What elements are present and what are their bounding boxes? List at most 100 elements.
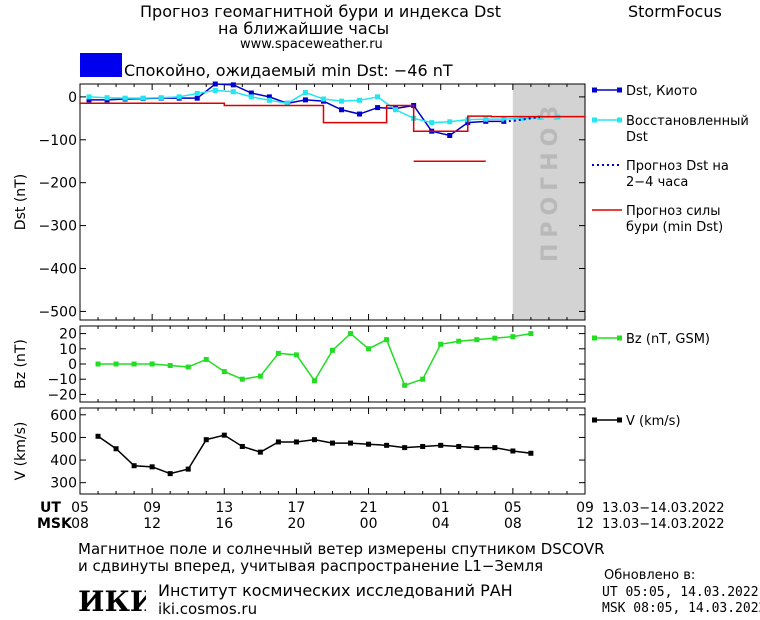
updated-ut: UT 05:05, 14.03.2022 <box>602 585 759 600</box>
legend-label: Dst, Киото <box>626 84 697 99</box>
data-point <box>357 111 363 117</box>
ut-tick-label: 05 <box>71 500 89 516</box>
data-point <box>492 335 498 341</box>
data-point <box>248 90 254 96</box>
legend-entry: Dst, Киото <box>592 84 697 99</box>
legend-marker <box>592 117 597 123</box>
data-point <box>266 94 272 100</box>
legend-label: Прогноз силы <box>626 204 720 219</box>
legend-label: V (km/s) <box>626 414 681 429</box>
data-point <box>456 338 462 344</box>
data-point <box>438 442 444 448</box>
data-point <box>275 439 281 445</box>
updated-msk: MSK 08:05, 14.03.2022 <box>602 601 760 616</box>
data-point <box>221 369 227 375</box>
y-tick-label: 0 <box>68 357 77 373</box>
chart-panel-1: ПРОГНОЗ 0 −100 −200 −300 −400 −500 Dst (nT) Dst,… <box>13 81 749 321</box>
series-line <box>98 332 532 387</box>
y-tick-label: −500 <box>39 304 77 320</box>
data-point <box>420 376 426 382</box>
data-point <box>302 97 308 103</box>
institute-site[interactable]: iki.cosmos.ru <box>158 600 258 618</box>
site-url[interactable]: www.spaceweather.ru <box>240 37 383 52</box>
data-point <box>474 445 480 451</box>
data-point <box>122 95 128 101</box>
data-point <box>357 97 363 103</box>
data-point <box>194 95 200 101</box>
data-point <box>420 443 426 449</box>
data-point <box>113 446 119 452</box>
legend-entry: Bz (nT, GSM) <box>592 332 710 347</box>
legend-label: Восстановленный <box>626 114 749 129</box>
y-tick-label: −400 <box>39 262 77 278</box>
footer-line2: и сдвинуты вперед, учитывая распростране… <box>78 557 544 575</box>
data-point <box>194 90 200 96</box>
data-point <box>293 439 299 445</box>
legend-label: бури (min Dst) <box>626 220 723 235</box>
legend-entry: V (km/s) <box>592 414 681 429</box>
data-point <box>402 445 408 451</box>
legend-marker <box>617 87 622 93</box>
data-point <box>239 376 245 382</box>
ut-range-label: 13.03−14.03.2022 <box>602 501 725 516</box>
data-point <box>257 373 263 379</box>
ut-tick-label: 17 <box>288 500 306 516</box>
legend-label: Прогноз Dst на <box>626 159 729 174</box>
msk-tick-label: 08 <box>504 516 522 532</box>
y-tick-label: 300 <box>50 476 77 492</box>
data-point <box>113 361 119 367</box>
ut-tick-label: 01 <box>432 500 450 516</box>
ut-tick-label: 05 <box>504 500 522 516</box>
data-point <box>528 450 534 456</box>
data-point <box>330 347 335 353</box>
data-point <box>185 466 191 472</box>
svg-text:ИКИ: ИКИ <box>78 585 146 615</box>
data-point <box>275 350 281 356</box>
status-color-swatch <box>80 53 122 77</box>
data-point <box>140 95 146 101</box>
data-point <box>501 116 507 122</box>
data-point <box>212 87 218 93</box>
ut-tick-label: 21 <box>360 500 378 516</box>
data-point <box>384 442 390 448</box>
data-point <box>366 441 372 447</box>
data-point <box>212 81 218 87</box>
data-point <box>221 432 227 438</box>
data-point <box>519 115 525 121</box>
data-point <box>339 107 345 113</box>
legend-marker <box>617 335 622 341</box>
data-point <box>104 95 110 101</box>
series-line <box>503 116 541 123</box>
status-text: Спокойно, ожидаемый min Dst: −46 nT <box>124 61 453 80</box>
msk-range-label: 13.03−14.03.2022 <box>602 517 725 532</box>
data-point <box>95 433 101 439</box>
data-point <box>528 331 534 337</box>
data-point <box>302 90 308 96</box>
data-point <box>339 98 345 104</box>
legend-marker <box>592 335 597 341</box>
forecast-band <box>512 84 585 320</box>
y-tick-label: 400 <box>50 453 77 469</box>
data-point <box>248 94 254 100</box>
data-point <box>185 364 191 370</box>
data-point <box>384 337 390 343</box>
data-point <box>330 440 335 446</box>
y-tick-label: 0 <box>68 90 77 106</box>
y-axis-label: V (km/s) <box>13 422 29 481</box>
data-point <box>375 105 381 111</box>
iki-logo: ИКИ <box>78 585 146 615</box>
series-line <box>89 83 504 137</box>
data-point <box>474 337 480 343</box>
data-point <box>393 107 399 113</box>
data-point <box>230 82 236 88</box>
y-tick-label: −200 <box>39 176 77 192</box>
y-tick-label: 20 <box>59 327 77 343</box>
y-tick-label: −100 <box>39 133 77 149</box>
msk-tick-label: 20 <box>288 516 306 532</box>
data-point <box>483 116 489 122</box>
chart-title-line1: Прогноз геомагнитной бури и индекса Dst <box>140 2 501 21</box>
data-point <box>131 463 137 469</box>
y-tick-label: 10 <box>59 342 77 358</box>
